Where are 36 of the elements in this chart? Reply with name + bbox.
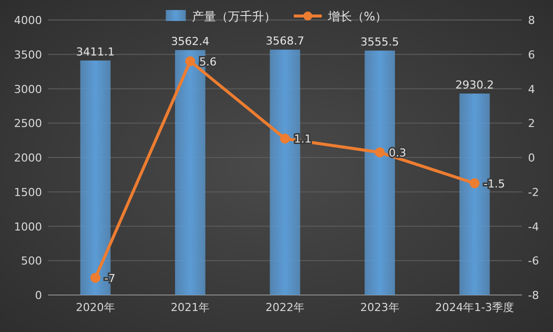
y2-tick-label: 0 (528, 152, 535, 164)
y2-tick-label: 4 (528, 82, 535, 96)
y-tick-label: 2500 (14, 117, 42, 130)
y-tick-label: 3500 (14, 48, 42, 62)
y-tick-label: 0 (35, 289, 42, 302)
point (185, 56, 196, 66)
point (470, 178, 480, 188)
y-tick-label: 3000 (14, 82, 42, 96)
y2-tick-label: 6 (528, 48, 535, 62)
legend-label: 产量（万千升） (192, 10, 276, 24)
point (374, 147, 385, 158)
y2-tick-label: -6 (528, 254, 539, 268)
data-label: 3555.5 (360, 36, 400, 49)
x-tick-label: 2024年1-3季度 (435, 301, 514, 314)
y-tick-label: 1500 (14, 186, 42, 199)
y-tick-label: 500 (21, 254, 42, 268)
x-tick-label: 2020年 (76, 301, 115, 314)
data-label: 3562.4 (170, 35, 210, 48)
y2-tick-label: -2 (528, 186, 539, 199)
x-tick-label: 2022年 (266, 301, 304, 314)
y-tick-label: 4000 (14, 14, 42, 27)
data-label: 2930.2 (455, 78, 494, 92)
data-label: 3411.1 (76, 45, 115, 58)
y-tick-label: 2000 (14, 152, 42, 164)
legend-label: 增长（%） (326, 10, 388, 24)
y2-tick-label: 2 (528, 117, 535, 130)
y2-tick-label: 8 (528, 14, 535, 27)
x-tick-label: 2021年 (170, 301, 210, 314)
y2-tick-label: -8 (528, 289, 539, 302)
y-tick-label: 1000 (14, 220, 42, 234)
data-label: 3568.7 (266, 34, 304, 48)
point (90, 272, 100, 283)
data-label: 1.1 (294, 132, 312, 146)
point (280, 134, 290, 144)
x-tick-label: 2023年 (360, 301, 400, 314)
y2-tick-label: -4 (528, 220, 539, 234)
